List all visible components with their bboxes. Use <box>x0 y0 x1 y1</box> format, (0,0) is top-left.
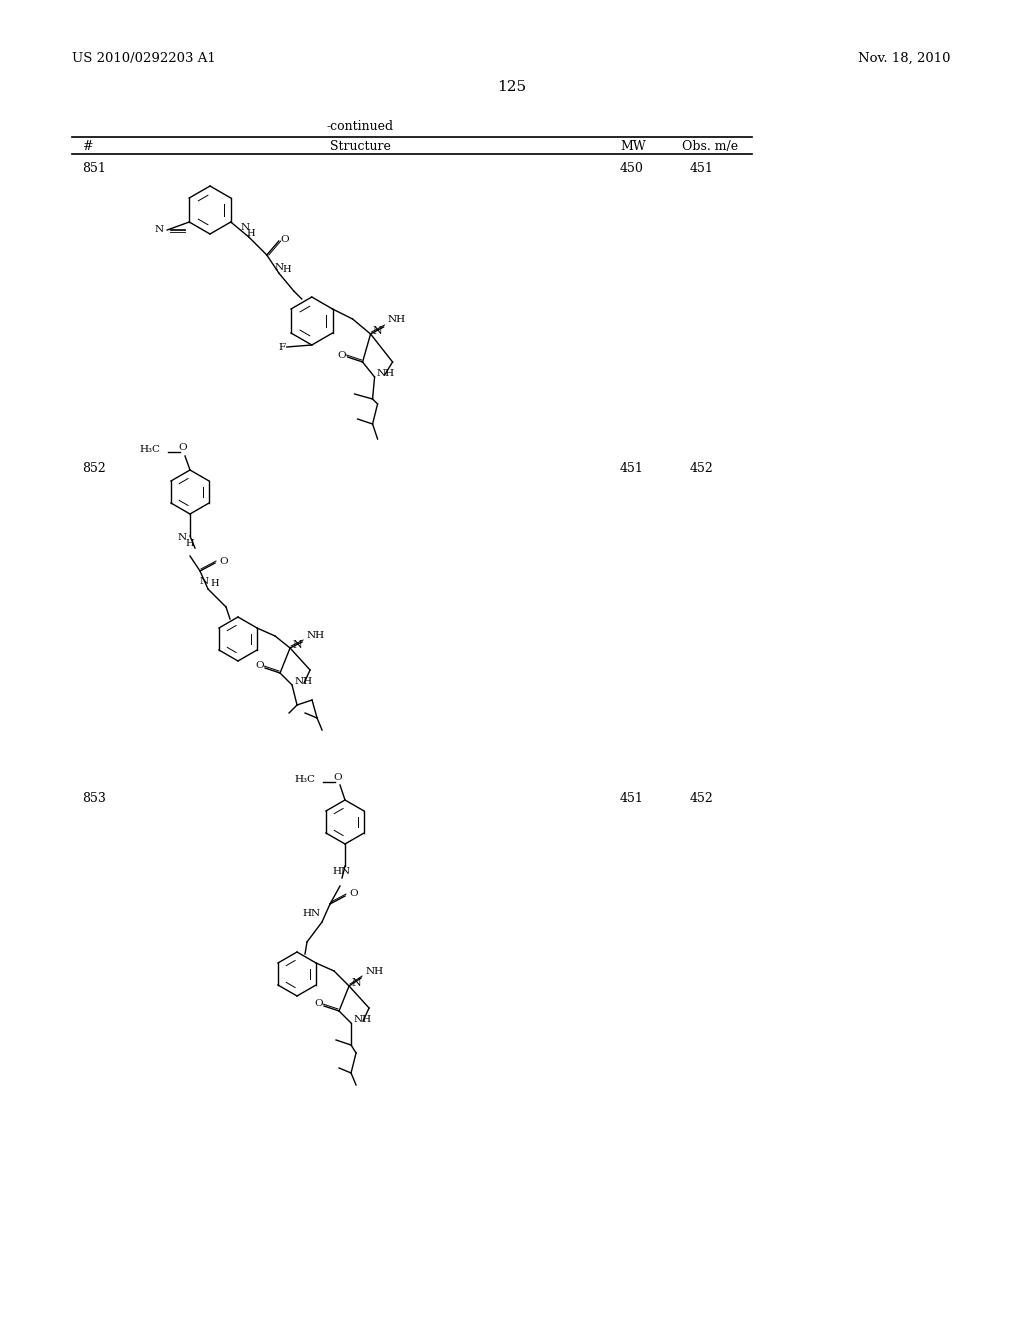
Text: NH: NH <box>387 315 406 325</box>
Text: N: N <box>200 577 209 586</box>
Text: N: N <box>178 533 187 543</box>
Text: O: O <box>338 351 346 359</box>
Text: MW: MW <box>620 140 646 153</box>
Text: 852: 852 <box>82 462 105 475</box>
Text: 451: 451 <box>620 792 644 805</box>
Text: NH: NH <box>294 677 312 686</box>
Text: N: N <box>154 224 163 234</box>
Text: H: H <box>185 540 194 549</box>
Text: 450: 450 <box>620 162 644 176</box>
Text: Obs. m/e: Obs. m/e <box>682 140 738 153</box>
Text: HN: HN <box>302 909 321 919</box>
Text: O: O <box>349 890 357 899</box>
Text: H: H <box>210 579 219 589</box>
Text: US 2010/0292203 A1: US 2010/0292203 A1 <box>72 51 216 65</box>
Text: 851: 851 <box>82 162 105 176</box>
Text: O: O <box>178 444 186 453</box>
Text: 452: 452 <box>690 462 714 475</box>
Text: Nov. 18, 2010: Nov. 18, 2010 <box>857 51 950 65</box>
Text: H₃C: H₃C <box>294 776 315 784</box>
Text: N: N <box>292 640 302 649</box>
Text: O: O <box>219 557 227 565</box>
Text: NH: NH <box>353 1015 371 1024</box>
Text: Structure: Structure <box>330 140 390 153</box>
Text: 452: 452 <box>690 792 714 805</box>
Text: N: N <box>373 326 382 337</box>
Text: N: N <box>351 978 360 987</box>
Text: O: O <box>255 661 263 671</box>
Text: NH: NH <box>377 370 394 379</box>
Text: NH: NH <box>365 968 383 977</box>
Text: N: N <box>241 223 250 232</box>
Text: F: F <box>279 342 286 351</box>
Text: O: O <box>281 235 290 243</box>
Text: -continued: -continued <box>327 120 393 133</box>
Text: H: H <box>247 230 255 239</box>
Text: NH: NH <box>306 631 325 640</box>
Text: 451: 451 <box>690 162 714 176</box>
Text: N: N <box>274 264 284 272</box>
Text: HN: HN <box>332 867 350 876</box>
Text: 125: 125 <box>498 81 526 94</box>
Text: 853: 853 <box>82 792 105 805</box>
Text: O: O <box>333 774 342 783</box>
Text: H₃C: H₃C <box>139 446 160 454</box>
Text: O: O <box>314 999 323 1008</box>
Text: 451: 451 <box>620 462 644 475</box>
Text: #: # <box>82 140 92 153</box>
Text: H: H <box>283 265 292 275</box>
